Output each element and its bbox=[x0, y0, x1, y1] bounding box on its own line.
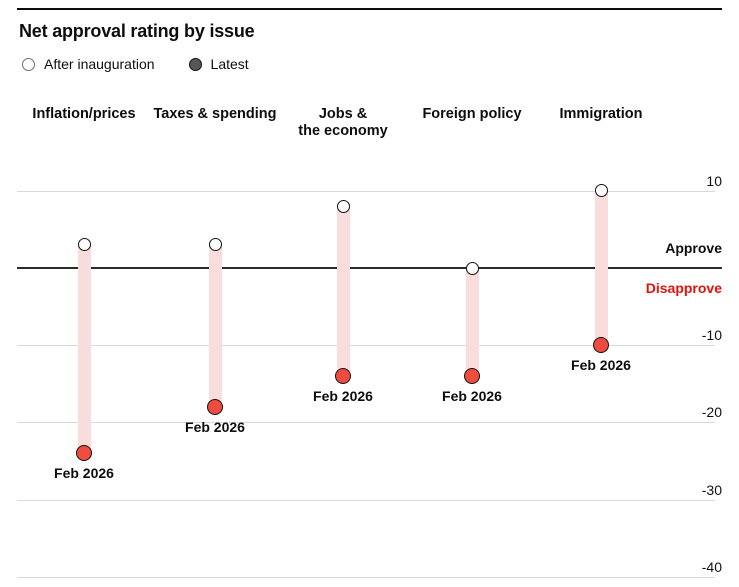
y-tick-label: -10 bbox=[701, 327, 722, 344]
after-inauguration-point bbox=[594, 184, 608, 198]
after-inauguration-point bbox=[77, 238, 91, 252]
zero-line bbox=[17, 267, 722, 269]
after-inauguration-point bbox=[336, 199, 350, 213]
legend-label: Latest bbox=[210, 56, 249, 72]
after-inauguration-point bbox=[465, 261, 479, 275]
chart-title: Net approval rating by issue bbox=[19, 21, 255, 41]
chart-legend: After inauguration Latest bbox=[22, 56, 249, 72]
range-band bbox=[77, 244, 91, 454]
approve-label: Approve bbox=[665, 240, 722, 256]
latest-point bbox=[464, 368, 480, 385]
top-rule bbox=[17, 8, 722, 10]
y-tick-label: -40 bbox=[701, 558, 722, 575]
latest-point bbox=[335, 368, 351, 385]
disapprove-label: Disapprove bbox=[645, 280, 722, 296]
latest-point-label: Feb 2026 bbox=[571, 357, 631, 374]
latest-point bbox=[593, 337, 609, 354]
latest-point bbox=[207, 398, 223, 415]
range-band bbox=[465, 268, 479, 377]
gridline bbox=[17, 422, 715, 424]
category-header: Jobs & the economy bbox=[298, 106, 388, 139]
filled-circle-icon bbox=[188, 57, 202, 71]
latest-point-label: Feb 2026 bbox=[185, 418, 245, 435]
latest-point-label: Feb 2026 bbox=[54, 465, 114, 482]
range-band bbox=[336, 206, 350, 377]
category-header: Immigration bbox=[559, 106, 643, 122]
after-inauguration-point bbox=[208, 238, 222, 252]
gridline bbox=[17, 345, 715, 347]
category-header: Inflation/prices bbox=[32, 106, 136, 122]
open-circle-icon bbox=[22, 57, 35, 71]
gridline bbox=[17, 499, 715, 501]
gridline bbox=[17, 576, 715, 578]
legend-item-after-inauguration: After inauguration bbox=[22, 56, 155, 72]
y-tick-label: 10 bbox=[706, 172, 722, 189]
latest-point-label: Feb 2026 bbox=[442, 388, 502, 405]
category-header: Taxes & spending bbox=[153, 106, 277, 122]
category-header: Foreign policy bbox=[422, 106, 522, 122]
y-tick-label: -30 bbox=[701, 481, 722, 498]
y-tick-label: -20 bbox=[701, 404, 722, 421]
gridline bbox=[17, 190, 715, 192]
legend-label: After inauguration bbox=[44, 56, 155, 72]
latest-point-label: Feb 2026 bbox=[313, 388, 373, 405]
legend-item-latest: Latest bbox=[188, 56, 249, 72]
range-band bbox=[594, 190, 608, 346]
latest-point bbox=[76, 445, 92, 462]
range-band bbox=[208, 244, 222, 407]
